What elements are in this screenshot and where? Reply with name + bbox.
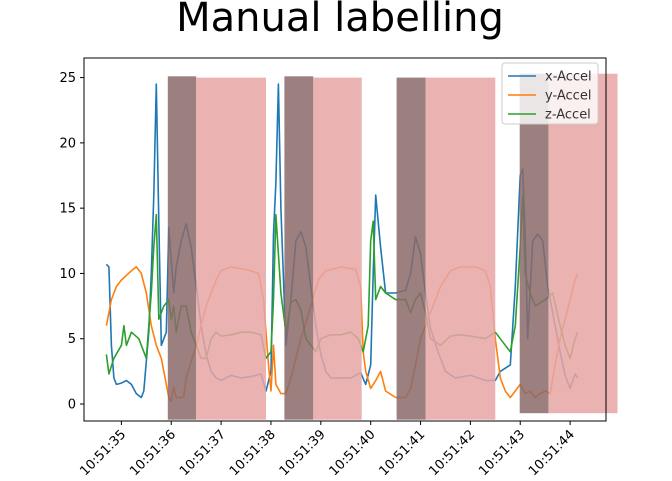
label-span-5 [425, 77, 496, 420]
chart-title: Manual labelling [176, 0, 504, 41]
label-span-4 [396, 77, 426, 420]
label-span-7 [548, 73, 618, 414]
plot-frame [83, 57, 607, 422]
y-tick-label: 20 [59, 136, 76, 151]
label-span-1 [196, 77, 266, 420]
legend-label: x-Accel [545, 70, 592, 85]
y-tick-label: 15 [59, 202, 76, 217]
legend-label: y-Accel [545, 89, 591, 104]
y-tick-label: 25 [59, 71, 76, 86]
y-tick-label: 0 [68, 398, 76, 413]
y-tick-label: 5 [68, 332, 76, 347]
y-tick-label: 10 [59, 267, 76, 282]
label-span-3 [313, 77, 362, 420]
label-span-6 [519, 73, 549, 414]
label-span-0 [167, 76, 197, 420]
legend-label: z-Accel [545, 108, 591, 123]
legend: x-Accel y-Accel z-Accel [501, 62, 599, 125]
legend-box [501, 62, 599, 125]
y-axis: 0 5 10 15 20 25 [59, 71, 84, 413]
label-spans [167, 73, 618, 420]
label-span-2 [284, 76, 314, 420]
